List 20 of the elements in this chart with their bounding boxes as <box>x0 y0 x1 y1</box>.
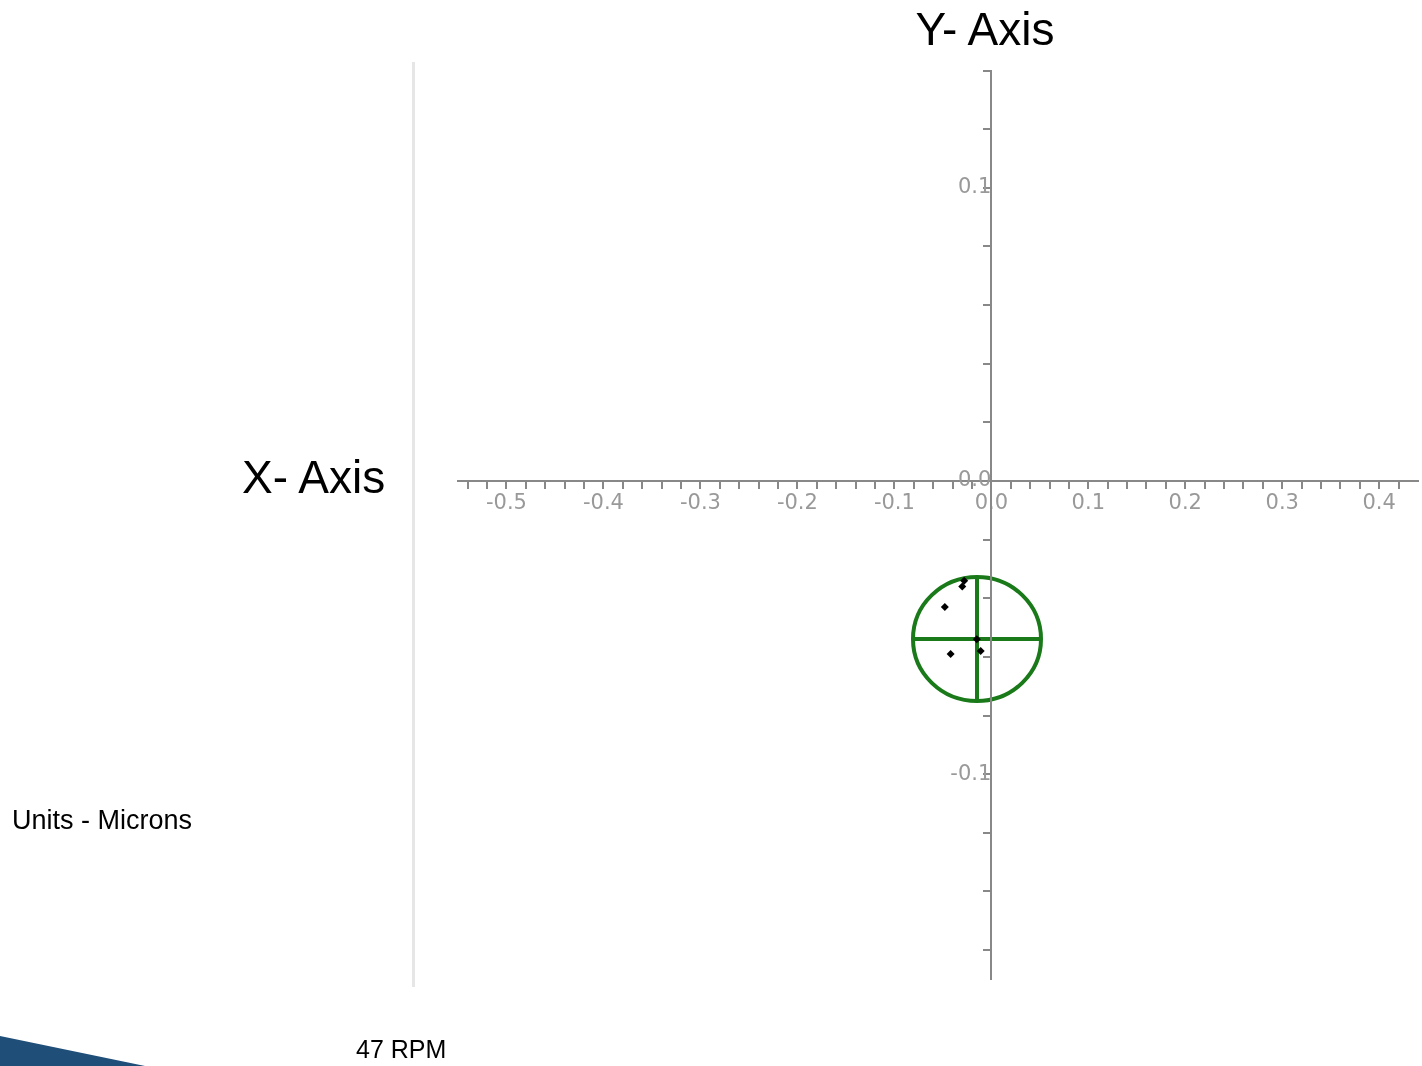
point <box>946 649 955 658</box>
point <box>958 582 967 591</box>
x-axis-title: X- Axis <box>242 450 386 504</box>
x-tick-label: 0.2 <box>1168 490 1202 515</box>
x-tick-label: -0.3 <box>679 490 721 515</box>
x-tick-label: 0.4 <box>1362 490 1396 515</box>
x-tick-label: -0.1 <box>873 490 915 515</box>
text: Units - Microns <box>12 805 193 836</box>
point <box>976 647 985 656</box>
x-tick-label: -0.2 <box>776 490 818 515</box>
x-tick-label: -0.5 <box>485 490 527 515</box>
point <box>940 603 949 612</box>
point <box>960 576 969 585</box>
y-tick-label: -0.1 <box>950 760 992 785</box>
x-tick-label: -0.4 <box>582 490 624 515</box>
text: 47 RPM <box>356 1035 447 1064</box>
x-tick-label: 0.1 <box>1071 490 1106 515</box>
y-axis-title: Y- Axis <box>915 2 1055 56</box>
y-tick-label: 0.1 <box>957 174 992 199</box>
x-tick-label: 0.3 <box>1265 490 1299 515</box>
